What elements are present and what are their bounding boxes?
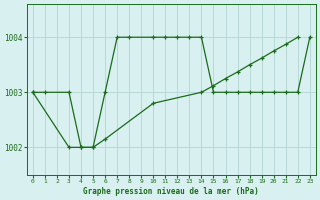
- X-axis label: Graphe pression niveau de la mer (hPa): Graphe pression niveau de la mer (hPa): [84, 187, 259, 196]
